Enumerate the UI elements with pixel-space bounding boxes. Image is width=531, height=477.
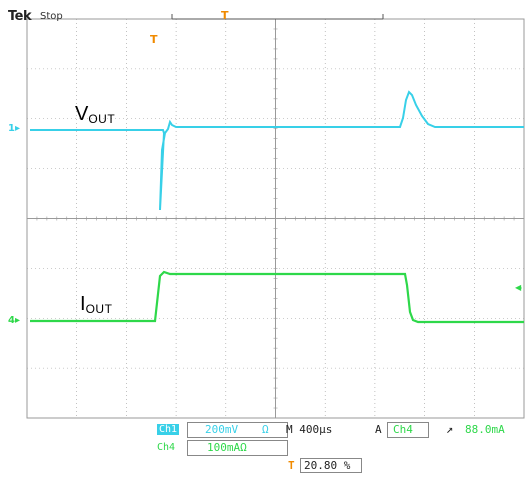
timebase-readout[interactable]: M 400µs	[286, 423, 333, 436]
iout-label: IOUT	[80, 293, 113, 316]
vout-label: VOUT	[75, 103, 116, 126]
center-time-marker: T	[221, 9, 229, 22]
ch4-badge[interactable]: Ch4	[157, 442, 176, 453]
ch1-ground-marker[interactable]: 1▸	[8, 123, 20, 134]
vout-trace	[30, 90, 524, 211]
iout-trace	[30, 270, 524, 324]
acquisition-state: Stop	[40, 11, 63, 22]
brand-logo: Tek	[8, 9, 32, 24]
ch4-scale: 100mAΩ	[207, 441, 247, 454]
trigger-slope-icon: ↗	[446, 422, 454, 436]
ch1-scale-box[interactable]	[187, 422, 288, 438]
graticule-grid	[26, 18, 525, 419]
iout-edge-dot	[518, 286, 522, 290]
ch4-ground-marker[interactable]: 4▸	[8, 315, 20, 326]
trigger-source-label: A	[375, 423, 382, 436]
trigger-position-marker[interactable]: T	[150, 33, 158, 46]
trigger-level-marker[interactable]: ◀	[515, 283, 522, 292]
ch1-badge[interactable]: Ch1	[157, 424, 180, 435]
ch4-scale-box[interactable]	[187, 440, 288, 456]
trigger-channel-box[interactable]	[387, 422, 429, 438]
position-marker-icon: T	[288, 459, 295, 472]
position-value: 20.80 %	[304, 459, 351, 472]
trigger-level[interactable]: 88.0mA	[465, 423, 505, 436]
time-window-bracket	[171, 14, 384, 20]
trigger-channel: Ch4	[393, 423, 413, 436]
ch1-scale: 200mV	[205, 423, 239, 436]
ch1-bandwidth-icon: Ω	[262, 423, 269, 436]
position-value-box[interactable]	[300, 458, 362, 473]
